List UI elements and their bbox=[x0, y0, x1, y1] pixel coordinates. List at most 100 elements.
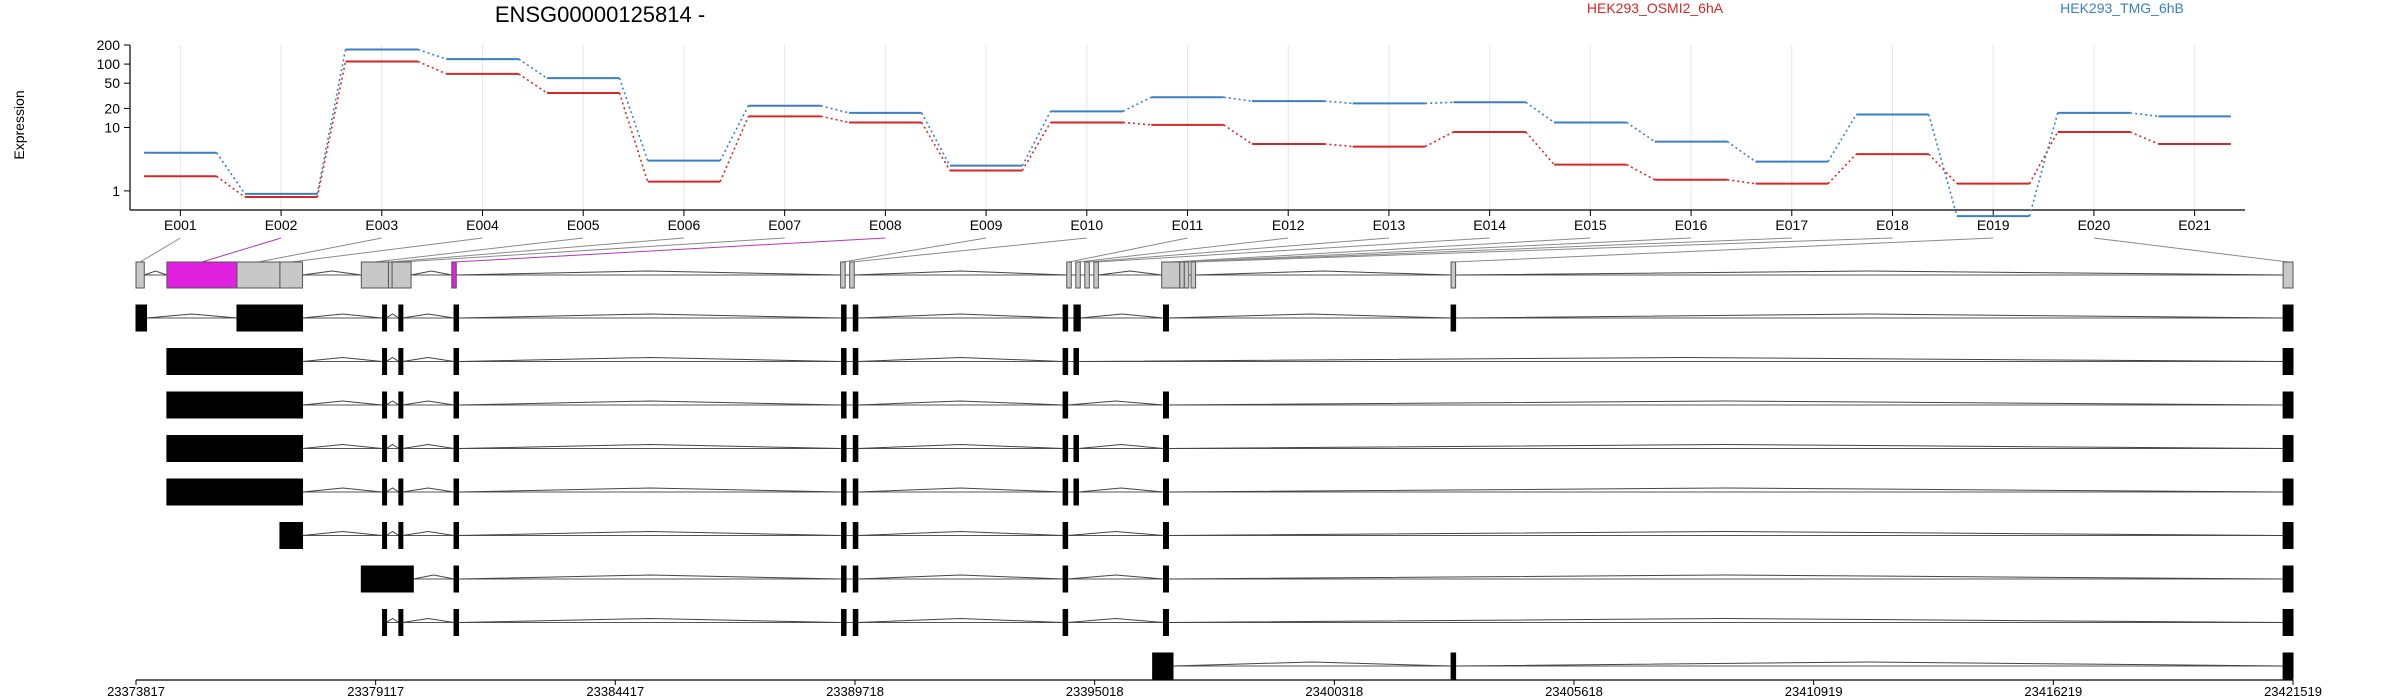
exon-block bbox=[2282, 565, 2294, 593]
genome-tick-label: 23384417 bbox=[586, 684, 644, 699]
exon-block bbox=[2282, 304, 2294, 332]
y-tick-label: 10 bbox=[104, 120, 120, 136]
intron-arc bbox=[410, 270, 452, 276]
intron-arc bbox=[1067, 530, 1164, 536]
intron-arc bbox=[1067, 574, 1164, 580]
exon-block bbox=[135, 304, 148, 332]
exon-block bbox=[398, 609, 404, 636]
exon-block bbox=[382, 609, 388, 636]
exon-block bbox=[382, 391, 388, 419]
intron-arc bbox=[1098, 270, 1162, 276]
intron-arc bbox=[302, 356, 383, 362]
genome-tick-label: 23405618 bbox=[1545, 684, 1603, 699]
exon-block bbox=[852, 478, 859, 506]
transcript-tracks bbox=[135, 304, 2294, 680]
plot-series bbox=[144, 48, 2231, 218]
transcript-track bbox=[382, 609, 2294, 636]
exon-block bbox=[1073, 304, 1081, 332]
intron-arc bbox=[146, 313, 238, 319]
intron-arc bbox=[402, 356, 455, 362]
intron-arc bbox=[857, 530, 1064, 536]
intron-arc bbox=[1078, 487, 1164, 493]
intron-arc bbox=[385, 400, 400, 406]
x-tick-label: E019 bbox=[1977, 217, 2010, 233]
intron-arc bbox=[302, 443, 383, 449]
exon-block bbox=[2282, 478, 2294, 506]
x-tick-label: E005 bbox=[567, 217, 600, 233]
intron-arc bbox=[1067, 617, 1164, 623]
exon-block bbox=[1075, 261, 1081, 289]
exon-map-track bbox=[135, 261, 2294, 289]
exon-connector bbox=[2093, 237, 2289, 263]
exon-block bbox=[453, 391, 460, 419]
intron-arc bbox=[458, 530, 842, 536]
series-connector bbox=[1827, 114, 1857, 163]
y-tick-label: 200 bbox=[97, 37, 121, 53]
series-connector bbox=[1525, 101, 1555, 124]
exon-connector bbox=[201, 237, 282, 263]
intron-arc bbox=[413, 574, 455, 580]
intron-arc bbox=[302, 270, 362, 276]
exon-block bbox=[1183, 261, 1190, 289]
series-connector bbox=[1424, 131, 1454, 148]
intron-arc bbox=[385, 443, 400, 449]
exon-block bbox=[1062, 478, 1069, 506]
exon-block bbox=[398, 478, 404, 506]
chart-title: ENSG00000125814 - bbox=[495, 2, 705, 27]
exon-block bbox=[2282, 435, 2294, 462]
genome-tick-label: 23379117 bbox=[347, 684, 404, 699]
exon-block bbox=[1062, 565, 1069, 593]
exon-connector bbox=[1068, 237, 1188, 263]
exon-block bbox=[1062, 304, 1069, 332]
exon-connector bbox=[1453, 237, 1994, 263]
exon-block bbox=[382, 478, 388, 506]
genome-tick-label: 23395018 bbox=[1066, 684, 1124, 699]
exon-block bbox=[841, 478, 847, 506]
exon-block bbox=[398, 522, 404, 549]
series-connector bbox=[920, 122, 951, 171]
series-connector bbox=[1223, 124, 1253, 145]
series-connector bbox=[719, 105, 750, 162]
exon-block bbox=[398, 435, 404, 462]
exon-block bbox=[852, 304, 859, 332]
intron-arc bbox=[1172, 661, 1452, 667]
intron-arc bbox=[458, 443, 842, 449]
intron-arc bbox=[1455, 661, 2284, 667]
exon-block bbox=[360, 565, 414, 593]
exon-block bbox=[2282, 609, 2294, 636]
x-tick-label: E014 bbox=[1473, 217, 1506, 233]
intron-arc bbox=[1168, 400, 2284, 406]
x-tick-label: E017 bbox=[1775, 217, 1808, 233]
exon-block bbox=[236, 261, 281, 289]
exon-block bbox=[2282, 522, 2294, 549]
series-connector bbox=[215, 152, 246, 195]
exon-connector bbox=[1087, 237, 1389, 263]
x-tick-label: E021 bbox=[2178, 217, 2211, 233]
exon-block bbox=[1450, 652, 1457, 680]
series-connector bbox=[820, 105, 850, 114]
exon-block bbox=[841, 565, 847, 593]
series-connector bbox=[216, 175, 246, 198]
exon-connector bbox=[1096, 237, 1490, 263]
exon-block bbox=[841, 391, 847, 419]
exon-block bbox=[841, 609, 847, 636]
exon-block bbox=[1162, 565, 1169, 593]
intron-arc bbox=[1067, 400, 1164, 406]
genome-tick-label: 23410919 bbox=[1785, 684, 1843, 699]
series-connector bbox=[1425, 101, 1454, 105]
exon-block bbox=[166, 478, 304, 506]
x-tick-label: E011 bbox=[1172, 217, 1204, 233]
transcript-track bbox=[279, 522, 2294, 549]
series-connector bbox=[1021, 110, 1052, 167]
series-connector bbox=[618, 92, 649, 182]
exon-connector bbox=[401, 237, 785, 263]
series-connector bbox=[2129, 131, 2159, 145]
intron-arc bbox=[385, 313, 400, 319]
exon-block bbox=[360, 261, 389, 289]
exon-connector bbox=[258, 237, 382, 263]
exon-block bbox=[451, 261, 457, 289]
intron-arc bbox=[1455, 313, 2284, 319]
intron-arc bbox=[1080, 313, 1164, 319]
exon-block bbox=[398, 348, 404, 375]
exon-block bbox=[453, 522, 460, 549]
